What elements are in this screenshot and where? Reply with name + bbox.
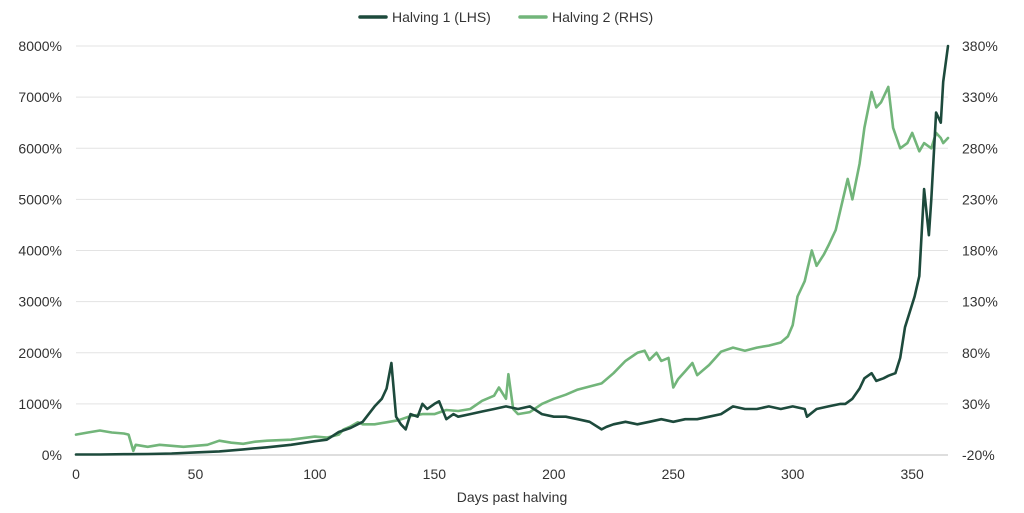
legend-label-halving-1: Halving 1 (LHS) [392, 9, 491, 25]
right-y-tick-label: 130% [962, 294, 998, 310]
series-line-halving-1 [74, 44, 950, 456]
x-axis-label: Days past halving [457, 489, 568, 505]
legend: Halving 1 (LHS) Halving 2 (RHS) [358, 9, 653, 25]
left-y-tick-label: 2000% [18, 345, 62, 361]
right-y-tick-label: 180% [962, 243, 998, 259]
x-tick-label: 100 [303, 466, 327, 482]
gridlines [76, 45, 948, 456]
left-y-tick-label: 6000% [18, 140, 62, 156]
x-tick-label: 350 [900, 466, 924, 482]
right-y-tick-label: 380% [962, 38, 998, 54]
x-tick-label: 50 [188, 466, 204, 482]
left-y-tick-label: 4000% [18, 243, 62, 259]
left-y-tick-label: 1000% [18, 396, 62, 412]
right-y-tick-label: -20% [962, 447, 995, 463]
series-layer [74, 44, 950, 456]
right-axis-ticks: -20% 30% 80% 130% 180% 230% 280% 330% 380% [962, 38, 998, 463]
left-y-tick-label: 5000% [18, 191, 62, 207]
legend-label-halving-2: Halving 2 (RHS) [552, 9, 653, 25]
left-y-tick-label: 7000% [18, 89, 62, 105]
x-tick-label: 300 [781, 466, 805, 482]
left-y-tick-label: 0% [42, 447, 62, 463]
right-y-tick-label: 30% [962, 396, 990, 412]
series-line-halving-2 [74, 85, 950, 453]
x-tick-label: 150 [423, 466, 447, 482]
x-tick-label: 200 [542, 466, 566, 482]
right-y-tick-label: 230% [962, 191, 998, 207]
x-axis-ticks: 0 50 100 150 200 250 300 350 [72, 466, 924, 482]
left-axis-ticks: 0% 1000% 2000% 3000% 4000% 5000% 6000% 7000% 800… [18, 38, 62, 463]
x-tick-label: 0 [72, 466, 80, 482]
left-y-tick-label: 3000% [18, 294, 62, 310]
left-y-tick-label: 8000% [18, 38, 62, 54]
right-y-tick-label: 330% [962, 89, 998, 105]
right-y-tick-label: 80% [962, 345, 990, 361]
right-y-tick-label: 280% [962, 140, 998, 156]
x-tick-label: 250 [662, 466, 686, 482]
